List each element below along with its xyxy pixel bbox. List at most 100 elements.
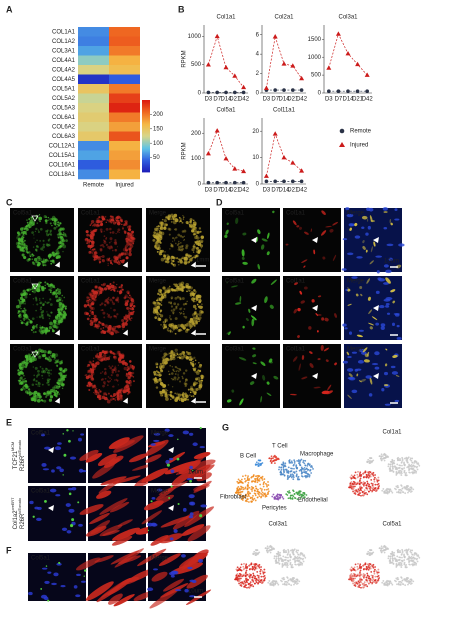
cell-dot xyxy=(394,487,396,490)
cell-dot xyxy=(260,489,263,492)
signal xyxy=(366,218,369,222)
tissue xyxy=(109,231,112,234)
tissue xyxy=(27,385,30,388)
tissue xyxy=(181,245,184,247)
tissue xyxy=(33,234,35,236)
nucleus xyxy=(61,527,68,531)
cell-dot xyxy=(293,462,296,464)
data-point xyxy=(223,64,229,70)
fiber xyxy=(187,525,211,542)
data-point xyxy=(299,88,304,92)
tissue xyxy=(192,390,196,394)
tissue xyxy=(190,255,193,257)
nucleus xyxy=(342,360,348,364)
cell-dot xyxy=(367,458,370,461)
cell-dot xyxy=(366,563,369,566)
arrowhead xyxy=(190,397,196,404)
tissue xyxy=(27,288,31,292)
tissue xyxy=(167,218,169,220)
tissue xyxy=(185,394,189,399)
tissue xyxy=(200,374,204,378)
cell-dot xyxy=(302,461,305,464)
cell-dot xyxy=(372,471,375,474)
tissue xyxy=(50,369,52,371)
cell-dot xyxy=(251,576,254,579)
cell-dot xyxy=(359,577,361,580)
tissue xyxy=(20,227,24,231)
tissue xyxy=(37,255,41,260)
cluster-label: T Cell xyxy=(272,444,288,450)
cell-dot xyxy=(247,475,249,478)
tissue xyxy=(48,326,52,330)
cell-dot xyxy=(296,582,299,585)
tissue xyxy=(162,391,164,394)
tissue xyxy=(111,263,114,265)
signal xyxy=(226,222,229,226)
data-point xyxy=(241,168,247,174)
cell-dot xyxy=(251,496,254,499)
tissue xyxy=(57,298,61,303)
tissue xyxy=(184,392,187,396)
tissue xyxy=(33,374,36,377)
cell-dot xyxy=(399,464,402,467)
tissue xyxy=(23,319,25,321)
tissue xyxy=(26,320,30,324)
tissue xyxy=(90,229,92,231)
tissue xyxy=(89,322,94,326)
cell-dot xyxy=(302,555,305,557)
tissue xyxy=(191,229,195,233)
tissue xyxy=(128,294,131,297)
tissue xyxy=(172,355,176,359)
tissue xyxy=(48,253,52,257)
heatmap-cell xyxy=(78,93,109,104)
cell-dot xyxy=(403,463,406,466)
cell-dot xyxy=(308,474,311,477)
data-point xyxy=(364,72,370,77)
tissue xyxy=(196,240,198,242)
cell-dot xyxy=(404,474,407,477)
tissue xyxy=(171,378,174,381)
cell-dot xyxy=(251,490,253,492)
fiber xyxy=(163,578,185,592)
tissue xyxy=(56,318,58,321)
tissue xyxy=(89,306,92,309)
tissue xyxy=(181,257,183,260)
tissue xyxy=(200,303,203,306)
signal xyxy=(224,234,228,238)
tissue xyxy=(99,244,102,247)
tissue xyxy=(180,323,184,328)
tissue xyxy=(111,365,114,368)
tissue xyxy=(186,290,188,293)
tissue xyxy=(59,239,63,243)
tissue xyxy=(47,380,50,383)
tissue xyxy=(92,293,95,296)
tissue xyxy=(93,325,96,328)
cell-dot xyxy=(391,557,394,560)
tissue xyxy=(178,296,182,300)
tissue xyxy=(155,362,159,366)
tissue xyxy=(125,318,128,320)
cell-dot xyxy=(258,495,261,498)
tissue xyxy=(197,369,200,372)
tissue xyxy=(114,248,118,252)
cell-dot xyxy=(277,557,280,560)
tissue xyxy=(93,314,97,318)
signal xyxy=(367,296,371,301)
tissue xyxy=(128,317,132,321)
tissue xyxy=(128,310,130,312)
tissue xyxy=(32,378,36,382)
tissue xyxy=(87,369,91,373)
nucleus xyxy=(188,494,195,499)
tissue xyxy=(61,299,64,302)
tissue xyxy=(48,356,51,359)
signal xyxy=(289,393,297,396)
tissue xyxy=(113,366,117,370)
cell-dot xyxy=(365,579,368,581)
tissue xyxy=(54,252,58,255)
tissue xyxy=(152,301,156,305)
tissue xyxy=(117,219,120,223)
cell-dot xyxy=(253,550,256,553)
tissue xyxy=(166,257,170,261)
tissue xyxy=(157,233,161,237)
tissue xyxy=(156,299,159,302)
